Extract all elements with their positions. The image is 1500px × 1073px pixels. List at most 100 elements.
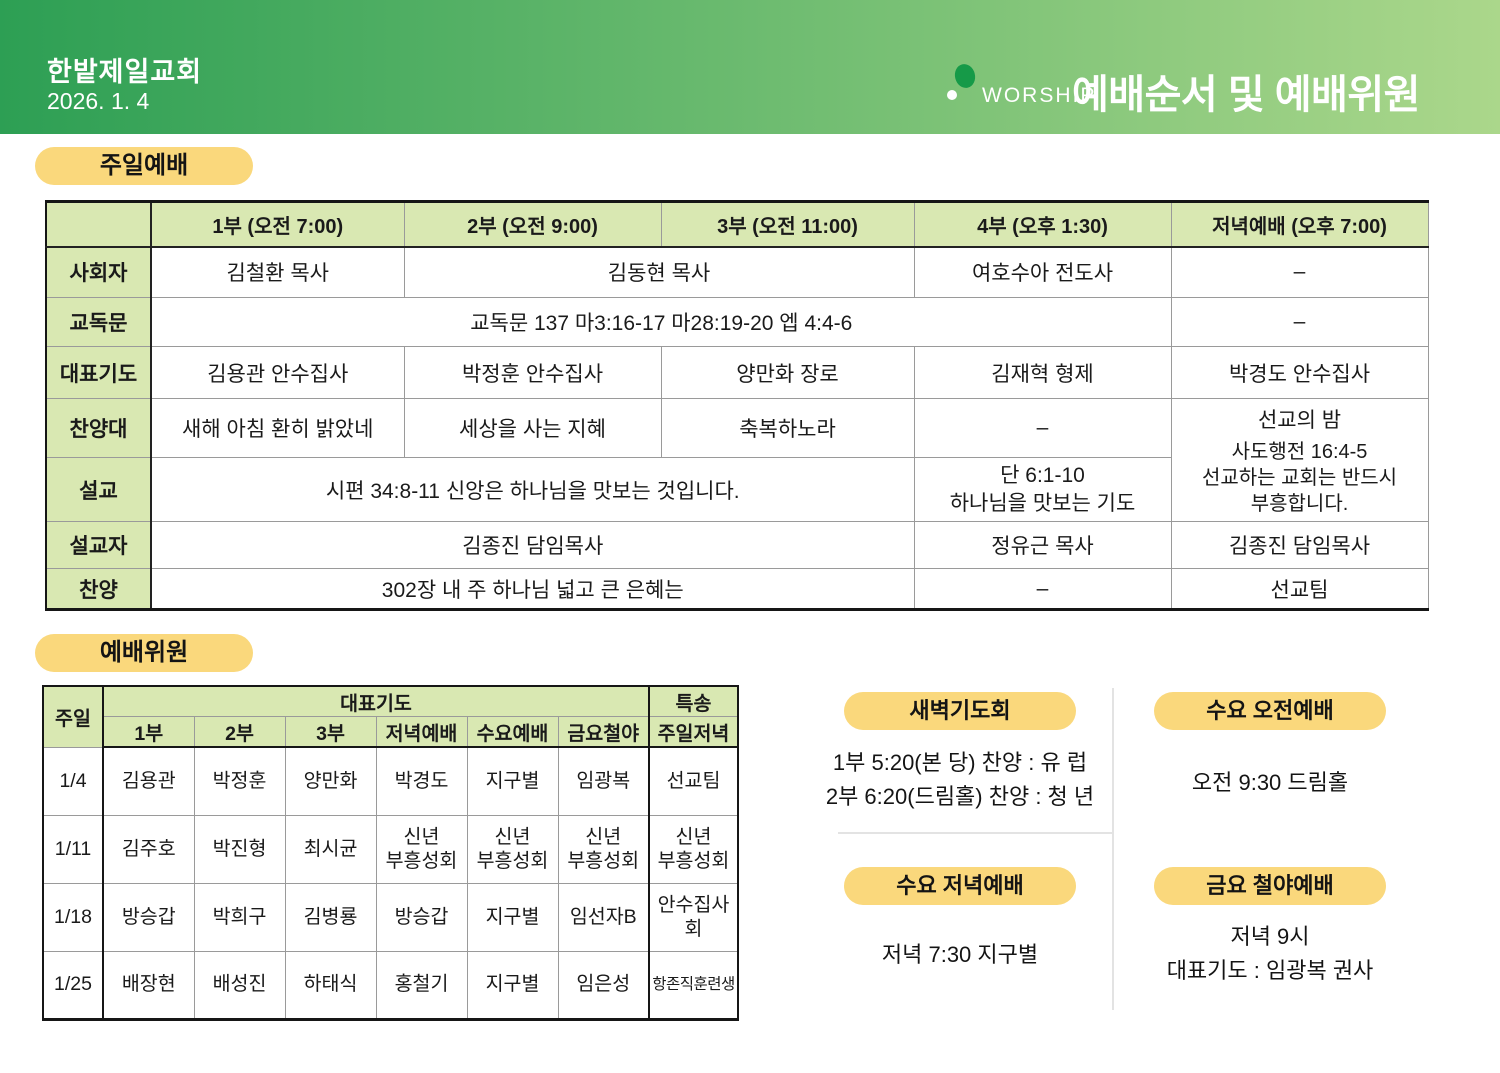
choir-service2: 세상을 사는 지혜 <box>403 398 662 458</box>
wed-morning-text: 오전 9:30 드림홀 <box>1191 770 1349 795</box>
wed-morning-pill: 수요 오전예배 <box>1154 692 1386 730</box>
week4-service3: 하태식 <box>284 950 377 1020</box>
week2-wednesday: 신년 부흥성회 <box>466 814 559 884</box>
dawn-prayer-text: 1부 5:20(본 당) 찬양 : 유 럽 2부 6:20(드림홀) 찬양 : … <box>825 750 1095 809</box>
subcol-service1: 1부 <box>102 716 195 748</box>
week2-special: 신년 부흥성회 <box>648 814 739 884</box>
committee-header-row2: 1부 2부 3부 저녁예배 수요예배 금요철야 주일저녁 <box>43 716 739 748</box>
week2-friday: 신년 부흥성회 <box>557 814 650 884</box>
week2-service1: 김주호 <box>102 814 195 884</box>
sermon-service1-3: 시편 34:8-11 신앙은 하나님을 맛보는 것입니다. <box>150 457 915 522</box>
committee-table: 주일 대표기도 특송 1부 2부 3부 저녁예배 수요예배 금요철야 주일저녁 … <box>42 685 739 1021</box>
week4-service2: 배성진 <box>193 950 286 1020</box>
committee-header-row1: 주일 대표기도 특송 <box>42 685 739 748</box>
preacher-row: 설교자 김종진 담임목사 정유근 목사 김종진 담임목사 <box>45 521 1429 569</box>
subcol-wednesday: 수요예배 <box>466 716 559 748</box>
committee-row-week1: 1/4 김용관 박정훈 양만화 박경도 지구별 임광복 선교팀 <box>42 746 739 816</box>
wed-evening-text: 저녁 7:30 지구별 <box>881 942 1039 967</box>
logo-dot-icon <box>952 61 978 91</box>
fri-overnight-text: 저녁 9시 대표기도 : 임광복 권사 <box>1166 924 1374 983</box>
subcol-friday: 금요철야 <box>557 716 650 748</box>
week2-service2: 박진형 <box>193 814 286 884</box>
week1-wednesday: 지구별 <box>466 746 559 816</box>
week3-service3: 김병룡 <box>284 882 377 952</box>
week3-special: 안수집사회 <box>648 882 739 952</box>
week3-wednesday: 지구별 <box>466 882 559 952</box>
col-header-week: 주일 <box>42 685 104 748</box>
preacher-service1-3: 김종진 담임목사 <box>150 521 915 569</box>
subcol-service2: 2부 <box>193 716 286 748</box>
sermon-service4: 단 6:1-10 하나님을 맛보는 기도 <box>913 457 1172 522</box>
week4-evening: 홍철기 <box>375 950 468 1020</box>
col-header-evening: 저녁예배 (오후 7:00) <box>1170 201 1429 248</box>
week4-wednesday: 지구별 <box>466 950 559 1020</box>
subcol-sunday-evening: 주일저녁 <box>648 716 739 748</box>
prayer-service4: 김재혁 형제 <box>913 346 1172 399</box>
info-horizontal-divider <box>838 832 1112 834</box>
committee-row-week2: 1/11 김주호 박진형 최시균 신년 부흥성회 신년 부흥성회 신년 부흥성회… <box>42 814 739 884</box>
week1-service1: 김용관 <box>102 746 195 816</box>
week1-friday: 임광복 <box>557 746 650 816</box>
week3-service2: 박희구 <box>193 882 286 952</box>
week3-date: 1/18 <box>42 882 104 952</box>
group-header-special: 특송 <box>648 685 739 717</box>
row-label-sermon: 설교 <box>45 457 152 522</box>
choir-service3: 축복하노라 <box>660 398 915 458</box>
evening-special-title: 선교의 밤 <box>1257 408 1342 432</box>
presider-service1: 김철환 목사 <box>150 246 405 298</box>
committee-section-pill: 예배위원 <box>35 634 253 672</box>
hymn-row: 찬양 302장 내 주 하나님 넓고 큰 은혜는 – 선교팀 <box>45 568 1429 610</box>
preacher-service4: 정유근 목사 <box>913 521 1172 569</box>
responsive-reading-row: 교독문 교독문 137 마3:16-17 마28:19-20 엡 4:4-6 – <box>45 297 1429 347</box>
prayer-evening: 박경도 안수집사 <box>1170 346 1429 399</box>
week4-friday: 임은성 <box>557 950 650 1020</box>
col-header-service3: 3부 (오전 11:00) <box>660 201 915 248</box>
dawn-prayer-pill: 새벽기도회 <box>844 692 1076 730</box>
week1-service3: 양만화 <box>284 746 377 816</box>
row-label-choir: 찬양대 <box>45 398 152 458</box>
col-header-service4: 4부 (오후 1:30) <box>913 201 1172 248</box>
page-title: 예배순서 및 예배위원 <box>1072 73 1420 117</box>
committee-row-week3: 1/18 방승갑 박희구 김병룡 방승갑 지구별 임선자B 안수집사회 <box>42 882 739 952</box>
week1-date: 1/4 <box>42 746 104 816</box>
fri-overnight-pill: 금요 철야예배 <box>1154 867 1386 905</box>
week2-service3: 최시균 <box>284 814 377 884</box>
group-header-prayer: 대표기도 <box>102 685 650 717</box>
logo-small-dot-icon <box>947 90 957 100</box>
reading-service1-4: 교독문 137 마3:16-17 마28:19-20 엡 4:4-6 <box>150 297 1172 347</box>
reading-evening: – <box>1170 297 1429 347</box>
presider-service2-3: 김동현 목사 <box>403 246 915 298</box>
week4-special: 항존직훈련생 <box>648 950 739 1020</box>
row-label-prayer: 대표기도 <box>45 346 152 399</box>
prayer-service3: 양만화 장로 <box>660 346 915 399</box>
week2-evening: 신년 부흥성회 <box>375 814 468 884</box>
hymn-service1-3: 302장 내 주 하나님 넓고 큰 은혜는 <box>150 568 915 610</box>
corner-cell <box>45 201 152 248</box>
week4-date: 1/25 <box>42 950 104 1020</box>
row-label-preacher: 설교자 <box>45 521 152 569</box>
sunday-worship-table: 1부 (오전 7:00) 2부 (오전 9:00) 3부 (오전 11:00) … <box>45 200 1429 611</box>
col-header-service1: 1부 (오전 7:00) <box>150 201 405 248</box>
worship-brand-label: WORSHIP <box>982 84 1097 107</box>
sunday-worship-section-pill: 주일예배 <box>35 147 253 185</box>
hymn-service4: – <box>913 568 1172 610</box>
week3-evening: 방승갑 <box>375 882 468 952</box>
choir-service1: 새해 아침 환히 밝았네 <box>150 398 405 458</box>
week3-service1: 방승갑 <box>102 882 195 952</box>
week3-friday: 임선자B <box>557 882 650 952</box>
wed-evening-pill: 수요 저녁예배 <box>844 867 1076 905</box>
presider-service4: 여호수아 전도사 <box>913 246 1172 298</box>
table-header-row: 1부 (오전 7:00) 2부 (오전 9:00) 3부 (오전 11:00) … <box>45 201 1429 248</box>
choir-service4: – <box>913 398 1172 458</box>
row-label-presider: 사회자 <box>45 246 152 298</box>
presider-row: 사회자 김철환 목사 김동현 목사 여호수아 전도사 – <box>45 246 1429 298</box>
prayer-row: 대표기도 김용관 안수집사 박정훈 안수집사 양만화 장로 김재혁 형제 박경도… <box>45 346 1429 399</box>
choir-row: 찬양대 새해 아침 환히 밝았네 세상을 사는 지혜 축복하노라 – 선교의 밤… <box>45 398 1429 522</box>
committee-row-week4: 1/25 배장현 배성진 하태식 홍철기 지구별 임은성 항존직훈련생 <box>42 950 739 1020</box>
evening-special-cell: 선교의 밤 사도행전 16:4-5 선교하는 교회는 반드시 부흥합니다. <box>1170 398 1429 522</box>
subcol-service3: 3부 <box>284 716 377 748</box>
sermon-row: 설교 시편 34:8-11 신앙은 하나님을 맛보는 것입니다. 단 6:1-1… <box>45 457 1428 522</box>
row-label-hymn: 찬양 <box>45 568 152 610</box>
preacher-evening: 김종진 담임목사 <box>1170 521 1429 569</box>
